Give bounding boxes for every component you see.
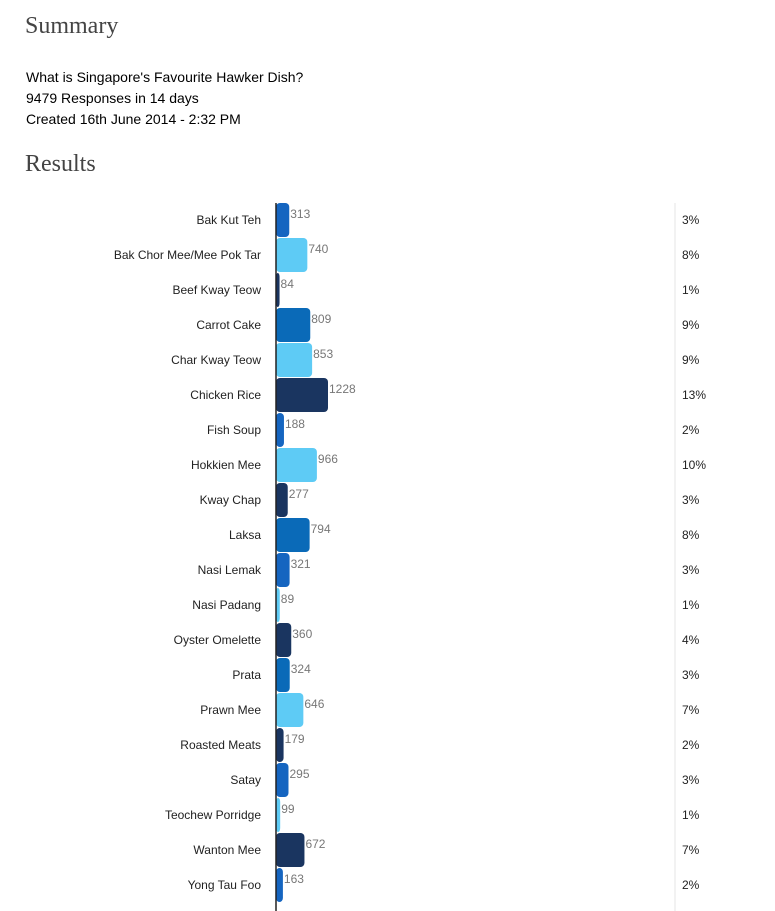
percent-label-11: 1% — [682, 598, 700, 612]
value-label-9: 794 — [311, 522, 331, 536]
value-label-3: 809 — [311, 312, 331, 326]
value-label-13: 324 — [291, 662, 311, 676]
value-label-2: 84 — [281, 277, 295, 291]
bar-6 — [276, 413, 284, 447]
category-label-15: Roasted Meats — [180, 738, 261, 752]
value-label-5: 1228 — [329, 382, 356, 396]
bar-12 — [276, 623, 292, 657]
bar-18 — [276, 833, 305, 867]
bar-5 — [276, 378, 328, 412]
percent-label-0: 3% — [682, 213, 700, 227]
bar-16 — [276, 763, 289, 797]
bar-3 — [276, 308, 311, 342]
bar-10 — [276, 553, 290, 587]
category-label-17: Teochew Porridge — [165, 808, 261, 822]
bar-4 — [276, 343, 313, 377]
bar-1 — [276, 238, 308, 272]
value-label-0: 313 — [290, 207, 310, 221]
bar-7 — [276, 448, 317, 482]
percent-label-13: 3% — [682, 668, 700, 682]
value-label-8: 277 — [289, 487, 309, 501]
percent-label-4: 9% — [682, 353, 700, 367]
percent-label-9: 8% — [682, 528, 700, 542]
value-label-12: 360 — [292, 627, 312, 641]
category-label-8: Kway Chap — [200, 493, 262, 507]
percent-label-1: 8% — [682, 248, 700, 262]
category-label-19: Yong Tau Foo — [188, 878, 262, 892]
value-label-6: 188 — [285, 417, 305, 431]
category-label-6: Fish Soup — [207, 423, 261, 437]
bar-19 — [276, 868, 283, 902]
category-label-0: Bak Kut Teh — [197, 213, 262, 227]
bar-17 — [276, 798, 281, 832]
category-label-13: Prata — [232, 668, 261, 682]
bar-2 — [276, 273, 280, 307]
bar-8 — [276, 483, 288, 517]
bar-0 — [276, 203, 290, 237]
bar-15 — [276, 728, 284, 762]
percent-label-14: 7% — [682, 703, 700, 717]
bar-11 — [276, 588, 280, 622]
category-label-2: Beef Kway Teow — [173, 283, 262, 297]
category-label-9: Laksa — [229, 528, 261, 542]
bar-13 — [276, 658, 290, 692]
category-label-10: Nasi Lemak — [198, 563, 262, 577]
value-label-19: 163 — [284, 872, 304, 886]
percent-label-6: 2% — [682, 423, 700, 437]
category-label-1: Bak Chor Mee/Mee Pok Tar — [114, 248, 261, 262]
percent-label-8: 3% — [682, 493, 700, 507]
category-label-7: Hokkien Mee — [191, 458, 261, 472]
percent-label-10: 3% — [682, 563, 700, 577]
results-heading: Results — [25, 151, 96, 177]
value-label-14: 646 — [304, 697, 324, 711]
survey-responses: 9479 Responses in 14 days — [26, 90, 199, 106]
bar-14 — [276, 693, 304, 727]
percent-label-12: 4% — [682, 633, 700, 647]
value-label-10: 321 — [291, 557, 311, 571]
percent-label-3: 9% — [682, 318, 700, 332]
category-label-12: Oyster Omelette — [174, 633, 262, 647]
summary-heading: Summary — [25, 13, 119, 39]
value-label-18: 672 — [305, 837, 325, 851]
value-label-4: 853 — [313, 347, 333, 361]
value-label-15: 179 — [285, 732, 305, 746]
category-label-16: Satay — [230, 773, 261, 787]
value-label-7: 966 — [318, 452, 338, 466]
category-label-5: Chicken Rice — [190, 388, 261, 402]
survey-created: Created 16th June 2014 - 2:32 PM — [26, 111, 241, 127]
value-label-1: 740 — [308, 242, 328, 256]
survey-info: What is Singapore's Favourite Hawker Dis… — [26, 67, 303, 130]
value-label-17: 99 — [281, 802, 295, 816]
category-label-3: Carrot Cake — [196, 318, 261, 332]
category-label-11: Nasi Padang — [192, 598, 261, 612]
category-label-18: Wanton Mee — [193, 843, 261, 857]
percent-label-7: 10% — [682, 458, 706, 472]
percent-label-18: 7% — [682, 843, 700, 857]
percent-label-19: 2% — [682, 878, 700, 892]
survey-question: What is Singapore's Favourite Hawker Dis… — [26, 69, 304, 85]
percent-label-5: 13% — [682, 388, 706, 402]
category-label-14: Prawn Mee — [200, 703, 261, 717]
percent-label-2: 1% — [682, 283, 700, 297]
percent-label-17: 1% — [682, 808, 700, 822]
percent-label-15: 2% — [682, 738, 700, 752]
percent-label-16: 3% — [682, 773, 700, 787]
value-label-16: 295 — [289, 767, 309, 781]
bar-9 — [276, 518, 310, 552]
value-label-11: 89 — [281, 592, 295, 606]
category-label-4: Char Kway Teow — [171, 353, 261, 367]
